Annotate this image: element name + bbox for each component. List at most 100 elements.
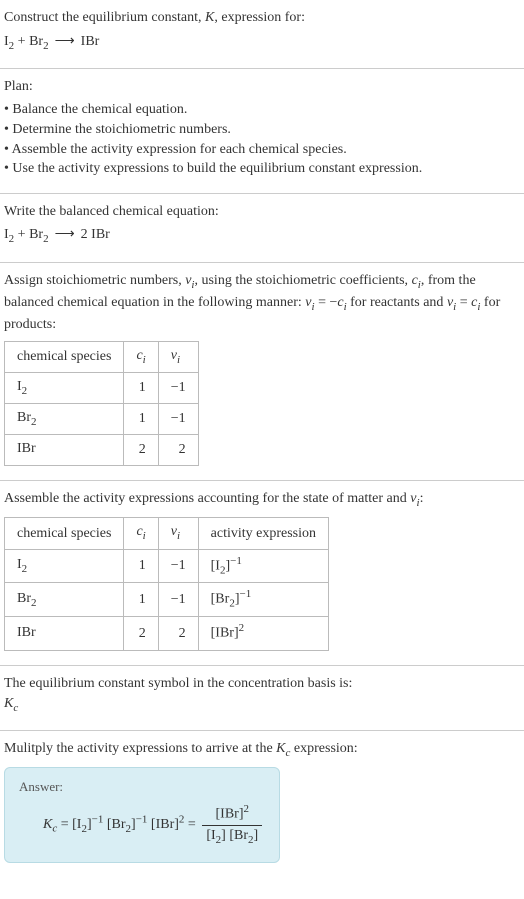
text: IBr xyxy=(17,441,36,456)
table-row: Br2 1 −1 [Br2]−1 xyxy=(5,583,329,617)
table-row: I2 1 −1 xyxy=(5,372,199,403)
cell-activity: [IBr]2 xyxy=(198,617,328,651)
table-row: IBr 2 2 xyxy=(5,435,199,466)
species-Br2: Br2 xyxy=(29,227,49,242)
stoich-text: Assign stoichiometric numbers, νi, using… xyxy=(4,271,520,335)
answer-equation: Kc = [I2]−1 [Br2]−1 [IBr]2 = [IBr]2 [I2]… xyxy=(19,802,265,847)
text: Assemble the activity expressions accoun… xyxy=(4,491,410,506)
col-c: ci xyxy=(124,518,158,549)
col-nu: νi xyxy=(158,518,198,549)
K: K xyxy=(4,696,13,711)
plan-item: • Use the activity expressions to build … xyxy=(4,159,520,179)
cell-c: 1 xyxy=(124,583,158,617)
plan-item: • Determine the stoichiometric numbers. xyxy=(4,120,520,140)
table-header: chemical species ci νi activity expressi… xyxy=(5,518,329,549)
text: : xyxy=(420,491,424,506)
sub: 2 xyxy=(31,597,37,609)
text: [IBr] xyxy=(216,807,244,822)
text: Construct the equilibrium constant, xyxy=(4,10,205,25)
term: [Br2]−1 xyxy=(107,817,148,832)
species-I2: I2 xyxy=(4,34,14,49)
col-species: chemical species xyxy=(5,518,124,549)
eq: = xyxy=(184,817,199,832)
section-symbol: The equilibrium constant symbol in the c… xyxy=(0,666,524,731)
cell-nu: −1 xyxy=(158,372,198,403)
fraction: [IBr]2 [I2] [Br2] xyxy=(202,802,262,847)
arrow-icon: ⟶ xyxy=(49,227,81,242)
plus: + xyxy=(14,227,29,242)
cell-nu: −1 xyxy=(158,403,198,434)
col-nu: νi xyxy=(158,341,198,372)
col-c: ci xyxy=(124,341,158,372)
col-species: chemical species xyxy=(5,341,124,372)
cell-nu: −1 xyxy=(158,549,198,583)
symbol-text: The equilibrium constant symbol in the c… xyxy=(4,674,520,694)
symbol-Kc: Kc xyxy=(4,694,520,716)
sub: 2 xyxy=(43,233,49,245)
text: [Br xyxy=(211,592,230,607)
text: Br xyxy=(17,410,31,425)
text: , using the stoichiometric coefficients, xyxy=(194,273,411,288)
text: = xyxy=(456,295,471,310)
stoich-table: chemical species ci νi I2 1 −1 Br2 1 −1 … xyxy=(4,341,199,467)
text: Mulitply the activity expressions to arr… xyxy=(4,741,276,756)
sub: i xyxy=(143,530,146,542)
exp: 2 xyxy=(239,622,245,634)
section-answer: Mulitply the activity expressions to arr… xyxy=(0,731,524,877)
plan-item: • Assemble the activity expression for e… xyxy=(4,140,520,160)
cell-species: I2 xyxy=(5,549,124,583)
answer-heading: Mulitply the activity expressions to arr… xyxy=(4,739,520,761)
exp: −1 xyxy=(239,588,251,600)
table-header: chemical species ci νi xyxy=(5,341,199,372)
answer-box: Answer: Kc = [I2]−1 [Br2]−1 [IBr]2 = [IB… xyxy=(4,767,280,863)
sub: c xyxy=(13,702,18,714)
activity-heading: Assemble the activity expressions accoun… xyxy=(4,489,520,511)
species-IBr: IBr xyxy=(81,34,100,49)
table-row: IBr 2 2 [IBr]2 xyxy=(5,617,329,651)
exp: 2 xyxy=(244,803,250,815)
species-Br2: Br2 xyxy=(29,34,49,49)
exp: −1 xyxy=(92,814,104,826)
species-2IBr: 2 IBr xyxy=(81,227,110,242)
plus: + xyxy=(14,34,29,49)
text: [Br xyxy=(229,828,248,843)
cell-activity: [I2]−1 xyxy=(198,549,328,583)
text: Br xyxy=(17,591,31,606)
Kc: K xyxy=(43,817,52,832)
answer-label: Answer: xyxy=(19,778,265,796)
plan-item: • Balance the chemical equation. xyxy=(4,100,520,120)
section-plan: Plan: • Balance the chemical equation. •… xyxy=(0,69,524,194)
cell-nu: 2 xyxy=(158,435,198,466)
cell-species: Br2 xyxy=(5,403,124,434)
exp: −1 xyxy=(230,555,242,567)
cell-species: IBr xyxy=(5,435,124,466)
construct-line: Construct the equilibrium constant, K, e… xyxy=(4,8,520,28)
text: ] xyxy=(254,828,259,843)
denominator: [I2] [Br2] xyxy=(202,826,262,848)
text: Br xyxy=(29,227,43,242)
text: , expression for: xyxy=(214,10,305,25)
cell-c: 1 xyxy=(124,372,158,403)
cell-species: IBr xyxy=(5,617,124,651)
plan-heading: Plan: xyxy=(4,77,520,97)
cell-c: 1 xyxy=(124,403,158,434)
col-activity: activity expression xyxy=(198,518,328,549)
numerator: [IBr]2 xyxy=(202,802,262,825)
K: K xyxy=(276,741,285,756)
cell-activity: [Br2]−1 xyxy=(198,583,328,617)
text: IBr xyxy=(17,625,36,640)
balanced-equation: I2 + Br2⟶2 IBr xyxy=(4,225,520,247)
activity-table: chemical species ci νi activity expressi… xyxy=(4,517,329,651)
balanced-heading: Write the balanced chemical equation: xyxy=(4,202,520,222)
text: [IBr xyxy=(211,626,234,641)
section-activity: Assemble the activity expressions accoun… xyxy=(0,481,524,666)
sub: i xyxy=(177,353,180,365)
text: for reactants and xyxy=(347,295,447,310)
cell-species: I2 xyxy=(5,372,124,403)
cell-nu: 2 xyxy=(158,617,198,651)
text: Br xyxy=(29,34,43,49)
cell-c: 2 xyxy=(124,435,158,466)
sub: 2 xyxy=(43,39,49,51)
arrow-icon: ⟶ xyxy=(49,34,81,49)
cell-nu: −1 xyxy=(158,583,198,617)
